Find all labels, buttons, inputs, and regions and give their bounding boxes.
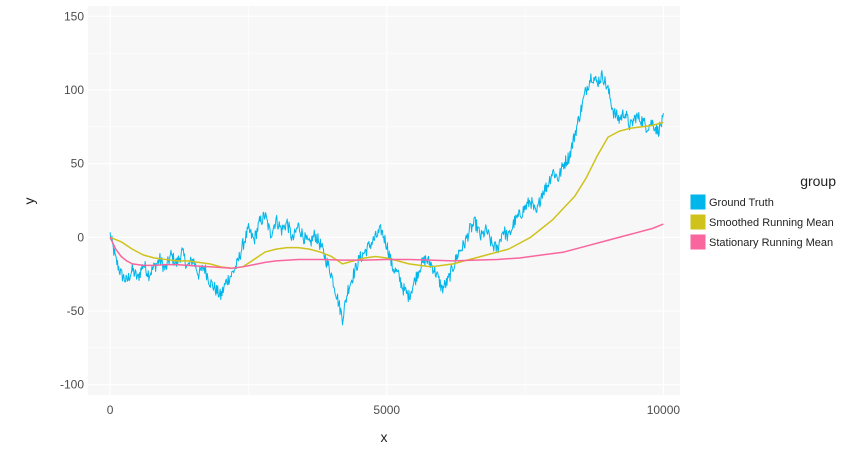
legend-label: Ground Truth [709,197,774,209]
y-tick-label: -50 [67,304,85,318]
series-lines [109,70,664,326]
y-tick-labels: -100 -50 0 50 100 150 [60,9,84,391]
x-tick-labels: 0 5000 10000 [107,403,681,417]
legend-label: Smoothed Running Mean [709,217,834,229]
y-tick-label: -100 [60,378,84,392]
series-line-3 [109,223,664,270]
legend: group Ground Truth Smoothed Running Mean S… [689,173,836,251]
y-axis-title: y [21,198,37,205]
x-tick-label: 5000 [373,403,400,417]
x-tick-label: 10000 [647,403,681,417]
legend-swatch [689,193,707,211]
series-line-1 [109,70,664,326]
series-line-2 [109,121,664,270]
y-tick-label: 50 [71,157,85,171]
y-tick-label: 150 [64,9,84,23]
legend-title: group [800,173,836,189]
y-tick-label: 0 [77,230,84,244]
legend-swatch [689,233,707,251]
legend-label: Stationary Running Mean [709,237,833,249]
x-tick-label: 0 [107,403,114,417]
x-axis-title: x [381,429,388,445]
legend-swatch [689,213,707,231]
y-tick-label: 100 [64,83,84,97]
